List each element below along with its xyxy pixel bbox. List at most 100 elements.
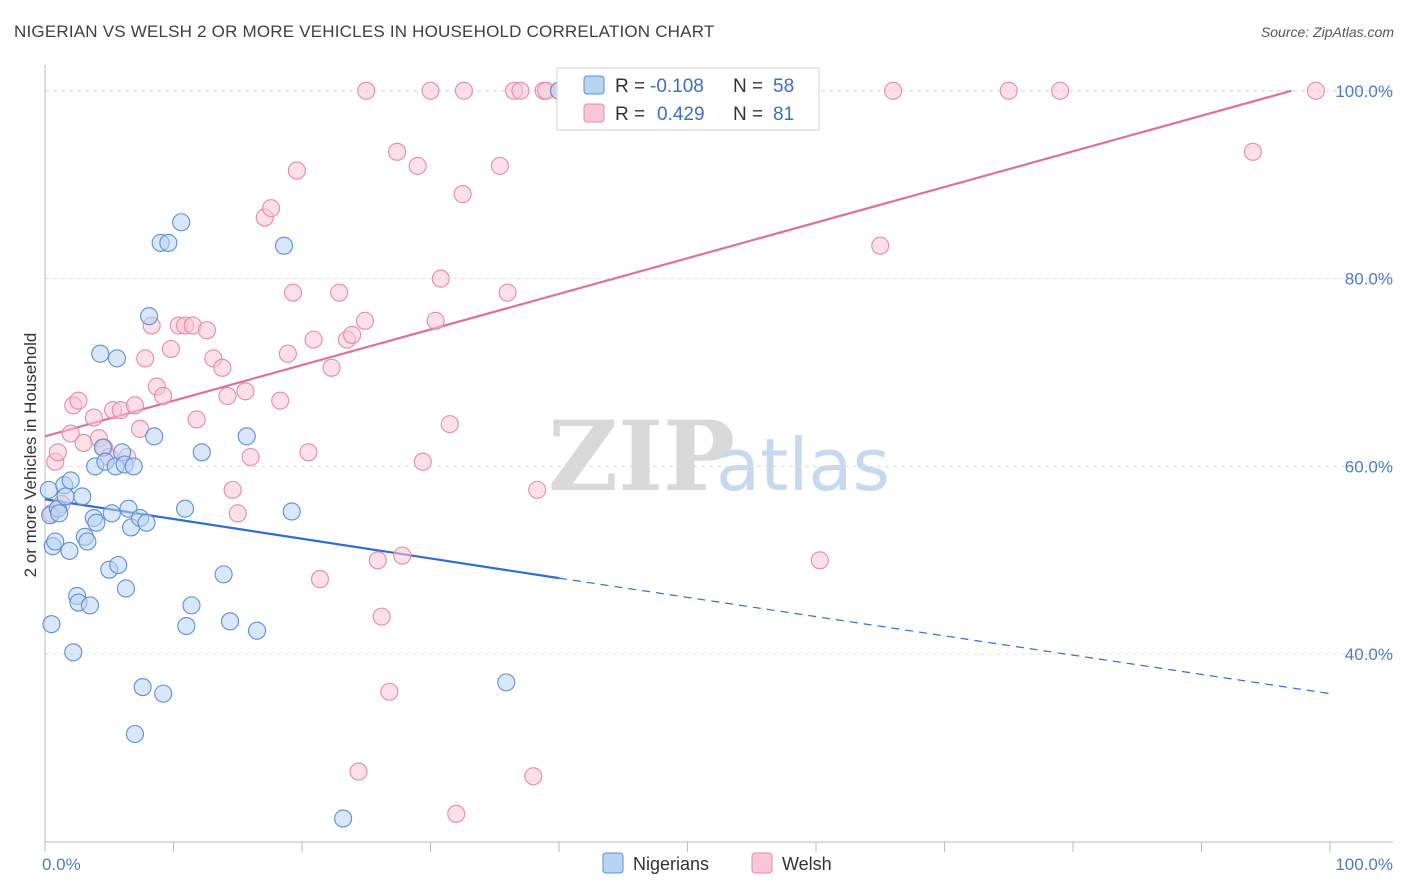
point-welsh-50 (368, 551, 387, 570)
y-tick-label-0: 40.0% (1345, 645, 1393, 664)
point-welsh-29 (218, 386, 237, 406)
point-welsh-21 (161, 339, 180, 359)
point-nigerians-51 (237, 427, 256, 446)
point-welsh-35 (262, 199, 281, 218)
legend-r-label-welsh: R = (615, 104, 645, 125)
point-welsh-78 (999, 81, 1018, 100)
y-tick-label-2: 80.0% (1345, 270, 1393, 289)
point-welsh-69 (528, 480, 547, 499)
point-welsh-54 (393, 546, 412, 565)
point-nigerians-39 (140, 307, 159, 326)
point-welsh-17 (136, 349, 155, 368)
point-welsh-40 (299, 443, 318, 462)
trend-line-welsh (44, 89, 1292, 438)
point-nigerians-34 (124, 457, 143, 476)
bottom-legend-label-nigerians: Nigerians (633, 854, 709, 874)
data-points (39, 81, 1325, 828)
grid-lines (45, 90, 1393, 655)
point-welsh-76 (871, 236, 890, 255)
legend-r-label-nigerians: R = (615, 76, 645, 97)
trend-line-nigerians-extension (558, 577, 1331, 695)
point-welsh-46 (343, 325, 362, 344)
point-welsh-61 (447, 804, 466, 823)
series-legend: Nigerians Welsh (602, 852, 832, 874)
legend-r-value-nigerians: -0.108 (650, 76, 704, 97)
point-welsh-44 (330, 283, 349, 302)
point-nigerians-49 (214, 565, 233, 584)
point-welsh-37 (278, 344, 297, 363)
legend-swatch-welsh (583, 103, 605, 123)
bottom-legend-swatch-nigerians (602, 852, 624, 874)
point-welsh-60 (440, 415, 459, 434)
point-nigerians-56 (497, 673, 516, 692)
y-tick-label-3: 100.0% (1335, 82, 1393, 101)
point-welsh-49 (357, 81, 376, 100)
point-welsh-42 (310, 570, 330, 589)
y-axis-label: 2 or more Vehicles in Household (21, 333, 40, 578)
point-nigerians-8 (56, 487, 75, 506)
point-welsh-62 (453, 185, 472, 204)
point-nigerians-31 (116, 579, 136, 598)
point-welsh-16 (131, 419, 150, 438)
watermark-atlas: atlas (716, 423, 890, 507)
point-welsh-26 (197, 321, 216, 340)
legend-n-value-welsh: 81 (773, 104, 794, 125)
source-label: Source: ZipAtlas.com (1260, 24, 1394, 40)
x-tick-label-max: 100.0% (1335, 855, 1393, 874)
point-welsh-33 (241, 447, 260, 467)
chart-title: NIGERIAN VS WELSH 2 OR MORE VEHICLES IN … (14, 22, 715, 41)
point-nigerians-11 (64, 643, 83, 662)
point-nigerians-21 (91, 344, 110, 363)
point-nigerians-42 (154, 684, 173, 703)
point-welsh-43 (322, 358, 341, 377)
point-nigerians-37 (133, 678, 152, 697)
point-welsh-81 (1306, 81, 1325, 100)
point-welsh-36 (271, 391, 290, 410)
y-tick-labels: 40.0% 60.0% 80.0% 100.0% (1335, 82, 1393, 664)
point-welsh-6 (69, 391, 88, 410)
bottom-legend-swatch-welsh (751, 852, 773, 874)
point-welsh-31 (228, 504, 247, 523)
point-welsh-52 (380, 682, 399, 701)
point-nigerians-40 (145, 427, 164, 446)
point-nigerians-53 (274, 236, 294, 255)
point-nigerians-52 (247, 621, 267, 640)
point-welsh-58 (426, 311, 445, 330)
point-welsh-8 (84, 408, 103, 427)
legend-swatch-nigerians (583, 75, 605, 95)
point-welsh-53 (388, 142, 407, 161)
axes (44, 65, 1393, 852)
y-tick-label-1: 60.0% (1345, 457, 1393, 476)
point-nigerians-55 (334, 809, 353, 828)
legend-n-label-nigerians: N = (733, 76, 763, 97)
point-nigerians-17 (80, 596, 100, 615)
legend-n-label-welsh: N = (733, 104, 763, 125)
point-nigerians-47 (182, 596, 201, 615)
point-nigerians-45 (176, 499, 195, 518)
x-tick-label-min: 0.0% (42, 855, 81, 874)
point-welsh-4 (61, 424, 80, 443)
point-nigerians-54 (282, 502, 301, 521)
bottom-legend-label-welsh: Welsh (782, 854, 832, 874)
point-welsh-77 (884, 81, 903, 100)
point-nigerians-28 (109, 555, 128, 575)
point-nigerians-2 (42, 615, 61, 634)
correlation-legend: R = -0.108 N = 58 R = 0.429 N = 81 (556, 67, 820, 131)
point-nigerians-38 (137, 513, 156, 532)
point-nigerians-4 (46, 532, 65, 551)
point-welsh-57 (421, 81, 440, 100)
point-welsh-64 (490, 156, 509, 175)
point-welsh-41 (304, 330, 323, 349)
point-nigerians-20 (87, 513, 106, 532)
point-nigerians-27 (107, 349, 127, 368)
point-nigerians-14 (73, 487, 92, 506)
point-nigerians-43 (159, 233, 178, 252)
point-welsh-32 (236, 382, 255, 401)
point-welsh-59 (431, 269, 450, 288)
point-welsh-38 (283, 283, 303, 302)
point-nigerians-10 (61, 471, 80, 490)
point-nigerians-6 (50, 504, 69, 523)
watermark-zip: ZIP (548, 400, 735, 513)
legend-r-value-welsh: 0.429 (657, 104, 705, 125)
